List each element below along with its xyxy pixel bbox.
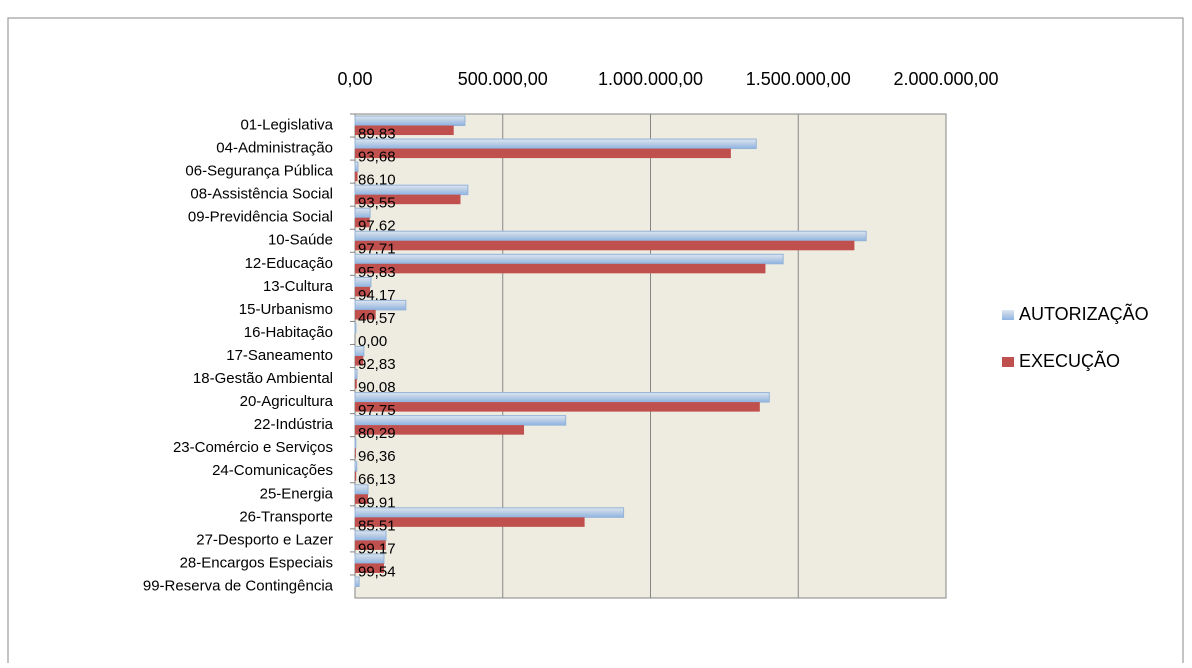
bar [355, 425, 525, 435]
bar [355, 309, 376, 320]
y-tick-label: 17-Saneamento [226, 347, 333, 364]
y-tick-label: 20-Agricultura [240, 393, 334, 410]
data-label: 92,83 [358, 356, 396, 373]
y-tick-label: 09-Previdência Social [188, 209, 333, 226]
bar [355, 148, 731, 159]
bar [355, 194, 461, 205]
bar [354, 299, 407, 311]
bar [354, 345, 365, 357]
bar [354, 576, 360, 587]
bar [355, 240, 855, 251]
bar [355, 494, 369, 504]
y-tick-label: 13-Cultura [263, 278, 334, 295]
bar [354, 530, 387, 541]
data-label: 86,10 [358, 172, 396, 189]
bar [354, 276, 372, 288]
data-label: 80,29 [358, 425, 396, 442]
bar [354, 392, 770, 403]
data-label: 97,62 [358, 218, 396, 235]
y-tick-label: 26-Transporte [239, 508, 333, 525]
y-tick-label: 25-Energia [260, 485, 334, 502]
y-tick-label: 15-Urbanismo [239, 301, 333, 318]
data-label: 93,68 [358, 149, 396, 166]
data-label: 95,83 [358, 264, 396, 281]
bar [355, 517, 585, 527]
y-tick-label: 16-Habitação [244, 324, 333, 341]
bar [354, 161, 359, 173]
bar [355, 402, 760, 412]
data-label: 0,00 [358, 333, 387, 350]
legend-swatch [1002, 310, 1014, 320]
y-tick-label: 22-Indústria [254, 416, 334, 433]
y-tick-label: 99-Reserva de Contingência [143, 577, 334, 594]
bar [354, 207, 371, 219]
bar [354, 484, 369, 495]
bar [355, 379, 357, 389]
bar [355, 171, 358, 182]
x-tick-label: 0,00 [337, 69, 372, 89]
x-tick-label: 1.000.000,00 [598, 69, 703, 89]
bar [355, 263, 766, 274]
bar [354, 115, 466, 127]
legend-label: EXECUÇÃO [1019, 350, 1120, 371]
x-tick-label: 2.000.000,00 [893, 69, 998, 89]
bar [355, 125, 454, 136]
y-tick-label: 04-Administração [216, 140, 333, 157]
y-tick-label: 28-Encargos Especiais [180, 554, 333, 571]
bar [355, 286, 371, 297]
bar [355, 471, 357, 481]
bar [355, 563, 384, 573]
bar [354, 184, 469, 196]
data-label: 93,55 [358, 195, 396, 212]
bar [354, 253, 784, 265]
bar [354, 553, 385, 564]
bar [354, 438, 357, 449]
data-label: 97,75 [358, 402, 396, 419]
data-label: 96,36 [358, 448, 396, 465]
data-label: 89,83 [358, 125, 396, 142]
data-label: 66,13 [358, 471, 396, 488]
data-label: 90,08 [358, 379, 396, 396]
bar [354, 507, 625, 518]
y-tick-label: 08-Assistência Social [190, 186, 333, 203]
y-tick-label: 18-Gestão Ambiental [193, 370, 333, 387]
y-tick-label: 23-Comércio e Serviços [173, 439, 333, 456]
bar [355, 356, 364, 366]
y-tick-label: 01-Legislativa [240, 116, 333, 133]
bar [354, 415, 567, 426]
y-tick-label: 10-Saúde [268, 232, 333, 249]
data-label: 85,51 [358, 517, 396, 534]
y-tick-label: 12-Educação [245, 255, 333, 272]
y-tick-label: 27-Desporto e Lazer [196, 531, 333, 548]
legend-label: AUTORIZAÇÃO [1019, 303, 1149, 324]
data-label: 97,71 [358, 241, 396, 258]
x-tick-label: 500.000,00 [458, 69, 548, 89]
data-label: 94,17 [358, 287, 396, 304]
y-tick-label: 06-Segurança Pública [185, 163, 333, 180]
data-label: 99,17 [358, 540, 396, 557]
legend-swatch [1002, 357, 1014, 367]
bar [355, 540, 386, 550]
data-label: 40,57 [358, 310, 396, 327]
bar [354, 230, 867, 242]
bar [355, 448, 356, 458]
data-label: 99,91 [358, 494, 396, 511]
y-tick-label: 24-Comunicações [212, 462, 333, 479]
bar [354, 369, 358, 380]
bar [354, 138, 757, 150]
bar [354, 461, 358, 472]
x-tick-label: 1.500.000,00 [746, 69, 851, 89]
bar [354, 322, 357, 334]
bar [355, 217, 370, 228]
data-label: 99,54 [358, 563, 396, 580]
